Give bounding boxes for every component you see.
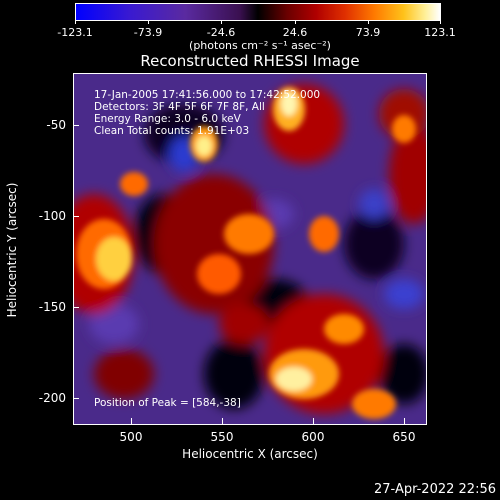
- info-clean-counts: Clean Total counts: 1.91E+03: [94, 125, 250, 137]
- y-tick-label: -150: [38, 300, 66, 314]
- colorbar-tick-label: 24.6: [282, 26, 308, 39]
- colorbar: [75, 3, 441, 21]
- x-tick-label: 600: [301, 430, 325, 444]
- y-tick: [73, 307, 79, 308]
- colorbar-tick: [368, 20, 369, 24]
- x-tick: [222, 418, 223, 424]
- colorbar-tick: [295, 20, 296, 24]
- colorbar-tick-label: 73.9: [355, 26, 381, 39]
- colorbar-tick-label: -73.9: [133, 26, 163, 39]
- rhessi-image: [74, 74, 426, 424]
- colorbar-tick: [221, 20, 222, 24]
- colorbar-tick-label: -24.6: [206, 26, 236, 39]
- x-tick: [313, 418, 314, 424]
- y-tick: [73, 398, 79, 399]
- colorbar-tick: [75, 20, 76, 24]
- y-tick: [73, 125, 79, 126]
- y-tick-label: -200: [38, 391, 66, 405]
- info-time-range: 17-Jan-2005 17:41:56.000 to 17:42:52.000: [94, 89, 321, 101]
- x-tick: [404, 418, 405, 424]
- y-tick-label: -50: [46, 118, 66, 132]
- colorbar-tick: [440, 20, 441, 24]
- info-detectors: Detectors: 3F 4F 5F 6F 7F 8F, All: [94, 101, 265, 113]
- info-peak-position: Position of Peak = [584,-38]: [94, 397, 241, 409]
- colorbar-units: (photons cm⁻² s⁻¹ asec⁻²): [189, 39, 331, 52]
- x-tick-label: 650: [392, 430, 416, 444]
- colorbar-tick-label: -123.1: [57, 26, 93, 39]
- colorbar-tick-label: 123.1: [424, 26, 456, 39]
- x-axis-label: Heliocentric X (arcsec): [182, 447, 318, 461]
- x-tick-label: 500: [119, 430, 143, 444]
- y-axis-label: Heliocentric Y (arcsec): [5, 182, 19, 318]
- info-energy-range: Energy Range: 3.0 - 6.0 keV: [94, 113, 241, 125]
- y-tick: [73, 216, 79, 217]
- colorbar-tick: [148, 20, 149, 24]
- y-tick-label: -100: [38, 209, 66, 223]
- x-tick: [131, 418, 132, 424]
- x-tick-label: 550: [210, 430, 234, 444]
- plot-title: Reconstructed RHESSI Image: [140, 52, 360, 70]
- image-plot: [73, 73, 427, 425]
- date-stamp: 27-Apr-2022 22:56: [374, 482, 496, 497]
